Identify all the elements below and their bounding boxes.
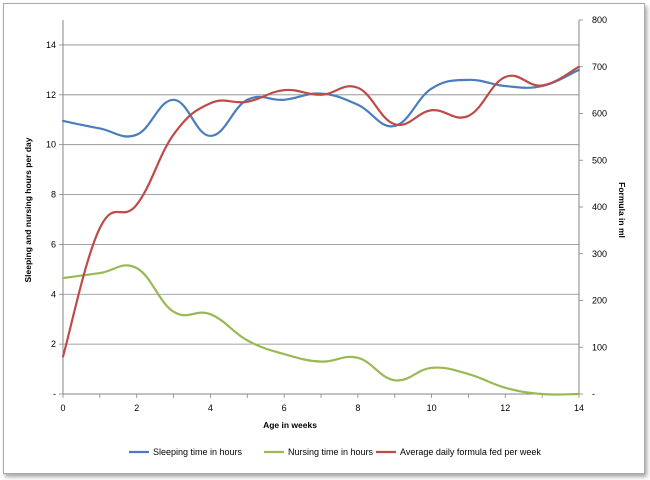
y-left-tick-label: 10: [46, 140, 56, 150]
x-tick-label: 2: [134, 403, 139, 413]
y-left-tick-label: 4: [51, 289, 56, 299]
y-right-tick-label: 800: [592, 15, 607, 25]
y-left-tick-label: 8: [51, 190, 56, 200]
x-tick-label: 6: [282, 403, 287, 413]
y-left-tick-label: 2: [51, 339, 56, 349]
series-line-sleeping-time-in-hours: [61, 68, 581, 138]
series-line-average-daily-formula-fed-per-week: [61, 65, 581, 358]
y-left-tick-label: 12: [46, 90, 56, 100]
y-right-tick-label: 100: [592, 342, 607, 352]
x-axis-title: Age in weeks: [263, 420, 317, 430]
y-left-tick-label: -: [53, 389, 56, 399]
y-left-tick-label: 6: [51, 239, 56, 249]
y-right-tick-label: 200: [592, 296, 607, 306]
y-right-tick-label: 300: [592, 249, 607, 259]
x-tick-label: 12: [500, 403, 510, 413]
y-right-tick-label: 500: [592, 155, 607, 165]
x-tick-label: 0: [60, 403, 65, 413]
x-tick-label: 14: [574, 403, 584, 413]
axes: [59, 19, 583, 398]
x-tick-label: 8: [355, 403, 360, 413]
y-right-tick-label: -: [592, 389, 595, 399]
legend-label: Sleeping time in hours: [153, 447, 243, 457]
legend-label: Average daily formula fed per week: [400, 447, 541, 457]
y-left-tick-label: 14: [46, 40, 56, 50]
series-line-nursing-time-in-hours: [61, 264, 581, 396]
y-right-tick-label: 700: [592, 62, 607, 72]
y-axis-right-title: Formula in ml: [617, 182, 627, 238]
chart-frame: -2 4 6 8 10 12 14-100 200 300 400 500 600 700 800 0 2 4 6…: [3, 3, 645, 474]
x-tick-label: 4: [208, 403, 213, 413]
legend-label: Nursing time in hours: [288, 447, 374, 457]
y-right-tick-label: 400: [592, 202, 607, 212]
series-lines: [61, 65, 581, 396]
gridlines: [63, 44, 579, 345]
y-axis-left-title: Sleeping and nursing hours per day: [23, 137, 33, 282]
y-right-tick-label: 600: [592, 109, 607, 119]
x-tick-label: 10: [427, 403, 437, 413]
legend: Sleeping time in hours Nursing time in ho…: [129, 447, 541, 457]
